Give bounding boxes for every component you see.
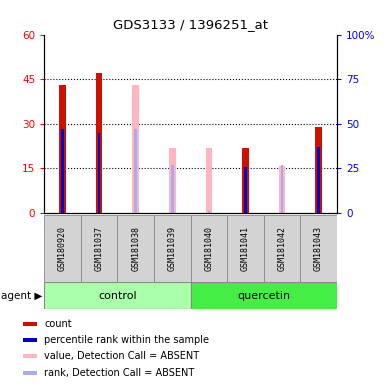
- Text: GSM181043: GSM181043: [314, 226, 323, 271]
- Bar: [208, 211, 210, 213]
- Bar: [23, 371, 37, 375]
- Title: GDS3133 / 1396251_at: GDS3133 / 1396251_at: [113, 18, 268, 31]
- Bar: [132, 85, 139, 213]
- Text: agent ▶: agent ▶: [1, 291, 42, 301]
- Bar: [191, 215, 227, 282]
- Bar: [191, 282, 337, 309]
- Bar: [59, 85, 66, 213]
- Text: value, Detection Call = ABSENT: value, Detection Call = ABSENT: [44, 351, 199, 361]
- Bar: [227, 215, 264, 282]
- Bar: [61, 129, 64, 213]
- Text: count: count: [44, 319, 72, 329]
- Text: GSM181040: GSM181040: [204, 226, 213, 271]
- Bar: [244, 167, 247, 213]
- Bar: [96, 73, 102, 213]
- Text: GSM181042: GSM181042: [278, 226, 286, 271]
- Bar: [279, 166, 285, 213]
- Bar: [98, 133, 100, 213]
- Bar: [117, 215, 154, 282]
- Bar: [81, 215, 117, 282]
- Bar: [242, 148, 249, 213]
- Text: percentile rank within the sample: percentile rank within the sample: [44, 335, 209, 345]
- Text: GSM180920: GSM180920: [58, 226, 67, 271]
- Text: GSM181041: GSM181041: [241, 226, 250, 271]
- Bar: [44, 282, 191, 309]
- Bar: [315, 127, 322, 213]
- Text: control: control: [98, 291, 137, 301]
- Bar: [300, 215, 337, 282]
- Bar: [134, 129, 137, 213]
- Bar: [23, 338, 37, 342]
- Bar: [281, 165, 283, 213]
- Bar: [44, 215, 81, 282]
- Bar: [206, 148, 212, 213]
- Text: GSM181038: GSM181038: [131, 226, 140, 271]
- Bar: [23, 354, 37, 358]
- Bar: [317, 147, 320, 213]
- Bar: [171, 165, 174, 213]
- Bar: [264, 215, 300, 282]
- Text: rank, Detection Call = ABSENT: rank, Detection Call = ABSENT: [44, 368, 194, 378]
- Text: quercetin: quercetin: [237, 291, 290, 301]
- Bar: [23, 322, 37, 326]
- Bar: [169, 148, 176, 213]
- Text: GSM181039: GSM181039: [168, 226, 177, 271]
- Bar: [154, 215, 191, 282]
- Text: GSM181037: GSM181037: [95, 226, 104, 271]
